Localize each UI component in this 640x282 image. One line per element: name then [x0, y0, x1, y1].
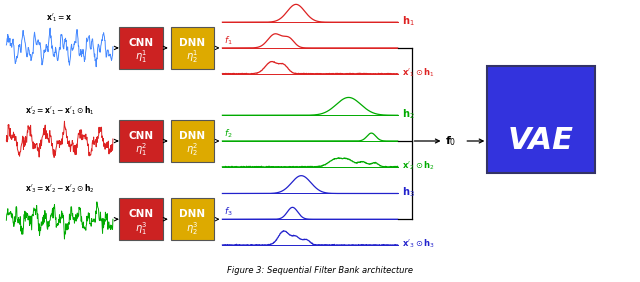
- FancyBboxPatch shape: [171, 27, 214, 69]
- FancyBboxPatch shape: [171, 120, 214, 162]
- Text: DNN: DNN: [179, 209, 205, 219]
- Text: $f_2$: $f_2$: [225, 127, 233, 140]
- Text: $\mathbf{x}'_1 \odot \mathbf{h}_1$: $\mathbf{x}'_1 \odot \mathbf{h}_1$: [402, 67, 435, 79]
- Text: $\eta^2_2$: $\eta^2_2$: [186, 142, 198, 158]
- FancyBboxPatch shape: [119, 120, 163, 162]
- FancyBboxPatch shape: [119, 199, 163, 240]
- Text: $f_1$: $f_1$: [225, 34, 233, 47]
- FancyBboxPatch shape: [171, 199, 214, 240]
- Text: CNN: CNN: [128, 209, 154, 219]
- Text: $\mathbf{x}'_3 = \mathbf{x}'_2 - \mathbf{x}'_2 \odot \mathbf{h}_2$: $\mathbf{x}'_3 = \mathbf{x}'_2 - \mathbf…: [25, 183, 95, 195]
- FancyBboxPatch shape: [119, 27, 163, 69]
- Text: $\mathbf{h}_2$: $\mathbf{h}_2$: [402, 107, 414, 121]
- Text: $\mathbf{x}'_2 \odot \mathbf{h}_2$: $\mathbf{x}'_2 \odot \mathbf{h}_2$: [402, 160, 435, 172]
- Text: $\mathbf{x}'_2 = \mathbf{x}'_1 - \mathbf{x}'_1 \odot \mathbf{h}_1$: $\mathbf{x}'_2 = \mathbf{x}'_1 - \mathbf…: [25, 105, 95, 117]
- Text: $\eta^1_1$: $\eta^1_1$: [134, 49, 147, 65]
- Text: $\mathbf{x}'_1 = \mathbf{x}$: $\mathbf{x}'_1 = \mathbf{x}$: [46, 12, 73, 24]
- Text: DNN: DNN: [179, 131, 205, 141]
- Text: $\eta^2_1$: $\eta^2_1$: [134, 142, 147, 158]
- Text: $\eta^3_1$: $\eta^3_1$: [134, 220, 147, 237]
- Text: $f_3$: $f_3$: [225, 206, 233, 218]
- Text: CNN: CNN: [128, 38, 154, 48]
- Text: $\mathbf{x}'_3 \odot \mathbf{h}_3$: $\mathbf{x}'_3 \odot \mathbf{h}_3$: [402, 238, 435, 250]
- Text: $\mathbf{f}_0$: $\mathbf{f}_0$: [445, 134, 457, 148]
- FancyBboxPatch shape: [487, 66, 595, 173]
- Text: DNN: DNN: [179, 38, 205, 48]
- Text: Figure 3: Sequential Filter Bank architecture: Figure 3: Sequential Filter Bank archite…: [227, 266, 413, 275]
- Text: $\eta^3_2$: $\eta^3_2$: [186, 220, 199, 237]
- Text: $\mathbf{h}_1$: $\mathbf{h}_1$: [402, 14, 414, 28]
- Text: $\mathbf{h}_3$: $\mathbf{h}_3$: [402, 186, 415, 199]
- Text: CNN: CNN: [128, 131, 154, 141]
- Text: VAE: VAE: [508, 127, 574, 155]
- Text: $\eta^1_2$: $\eta^1_2$: [186, 49, 198, 65]
